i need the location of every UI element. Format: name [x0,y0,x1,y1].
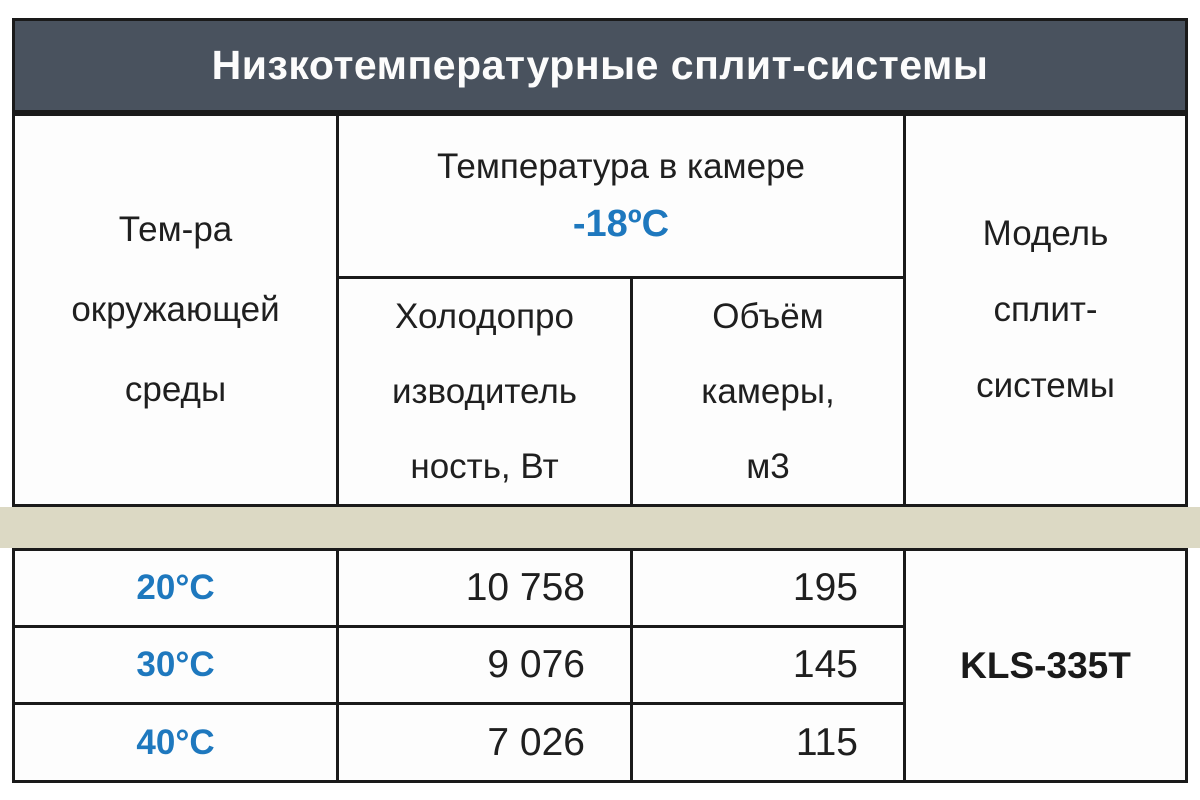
table-title: Низкотемпературные сплит-системы [211,42,989,88]
chamber-volume-header-label: Объём камеры, м3 [701,297,835,486]
separator-band [0,507,1200,548]
model-header-cell: Модель сплит- системы [906,116,1185,504]
chamber-temp-header-cell: Температура в камере -18ºС [339,116,903,276]
row-2-chamber-volume: 145 [633,628,903,702]
header-section: Тем-ра окружающей среды Температура в ка… [12,113,1188,507]
row-1-cooling-capacity: 10 758 [339,551,630,625]
row-1-ambient-temp: 20°С [15,551,336,625]
model-value-cell: KLS-335T [906,551,1185,780]
row-1-chamber-volume: 195 [633,551,903,625]
data-section: 20°С 10 758 195 30°С 9 076 145 40°С 7 02… [12,548,1188,783]
row-3-chamber-volume: 115 [633,705,903,780]
row-2-ambient-temp: 30°С [15,628,336,702]
cooling-capacity-header-label: Холодопро изводитель ность, Вт [391,297,578,486]
chamber-temp-label: Температура в камере [436,146,806,186]
chamber-volume-header-cell: Объём камеры, м3 [633,279,903,504]
model-header-label: Модель сплит- системы [976,214,1115,405]
ambient-temp-header-label: Тем-ра окружающей среды [71,210,280,409]
row-2-cooling-capacity: 9 076 [339,628,630,702]
cooling-capacity-header-cell: Холодопро изводитель ность, Вт [339,279,630,504]
chamber-temp-value: -18ºС [572,202,670,245]
row-3-ambient-temp: 40°С [15,705,336,780]
table-title-bar: Низкотемпературные сплит-системы [12,18,1188,113]
ambient-temp-header-cell: Тем-ра окружающей среды [15,116,336,504]
row-3-cooling-capacity: 7 026 [339,705,630,780]
